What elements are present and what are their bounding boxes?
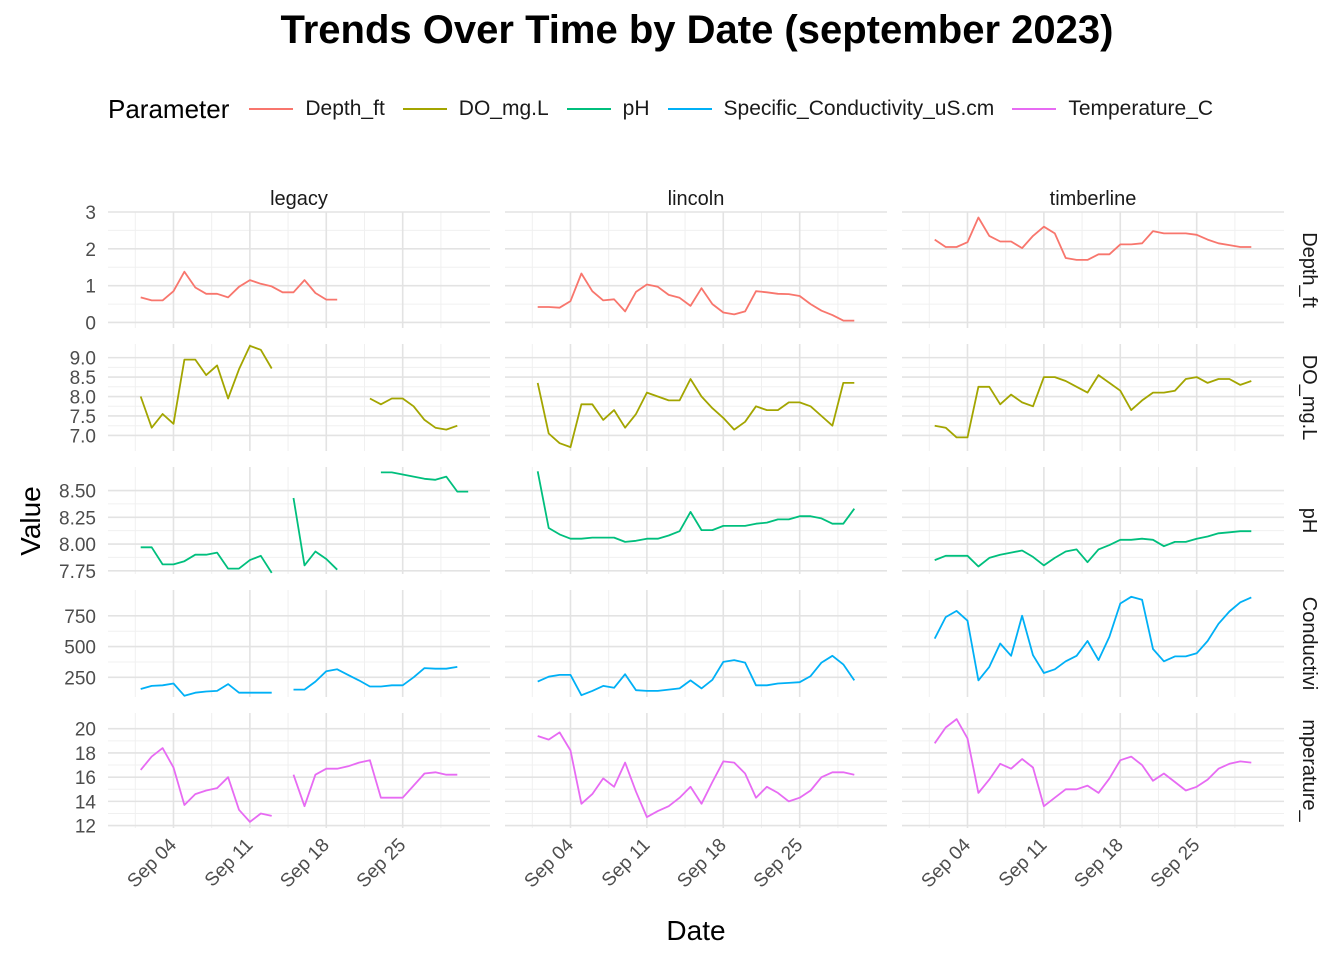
y-tick-label: 14 — [75, 792, 97, 813]
legend: Parameter Depth_ft DO_mg.L pH Specific_Cond… — [108, 92, 1231, 126]
series-line-specific-conductivity-us-cm — [933, 595, 1252, 682]
legend-label: pH — [622, 97, 650, 120]
panel-legacy-temperature-c — [108, 713, 490, 828]
panel-timberline-depth-ft — [902, 211, 1284, 328]
series-line-depth-ft — [140, 270, 338, 302]
panel-lincoln-depth-ft — [505, 211, 887, 328]
series-line-ph — [536, 471, 856, 543]
x-tick-label: Sep 18 — [673, 835, 730, 892]
legend-item-ph: pH — [566, 97, 650, 121]
panel-legacy-specific-conductivity-us-cm — [108, 590, 490, 697]
facet-column-label: legacy — [270, 188, 328, 210]
series-line-do-mg-l — [139, 345, 458, 431]
legend-item-depth-ft: Depth_ft — [249, 97, 385, 121]
series-line-specific-conductivity-us-cm — [140, 666, 458, 697]
series-line-temperature-c — [537, 731, 855, 818]
y-tick-label: 8.5 — [70, 368, 96, 389]
series-line-temperature-c — [140, 747, 458, 823]
panel-lincoln-temperature-c — [505, 713, 887, 828]
series-line-ph — [934, 530, 1252, 568]
x-tick-label: Sep 18 — [1070, 835, 1127, 892]
facet-row-label: Conductivi — [1298, 597, 1320, 690]
legend-swatch — [667, 108, 712, 110]
series-line-specific-conductivity-us-cm — [537, 654, 856, 697]
series-line-ph — [140, 471, 469, 574]
y-tick-label: 250 — [64, 668, 96, 689]
facet-column-label: timberline — [1050, 188, 1137, 210]
x-tick-label: Sep 25 — [750, 835, 807, 892]
y-tick-label: 20 — [75, 720, 96, 741]
y-tick-label: 18 — [75, 744, 96, 765]
y-tick-label: 16 — [75, 768, 96, 789]
y-tick-label: 8.25 — [59, 508, 96, 529]
panel-lincoln-ph — [505, 467, 887, 574]
legend-label: DO_mg.L — [458, 97, 549, 120]
panel-timberline-ph — [902, 467, 1284, 574]
y-axis-title: Value — [15, 486, 46, 556]
legend-swatch — [249, 108, 294, 110]
y-tick-label: 8.50 — [59, 482, 96, 503]
x-tick-label: Sep 11 — [995, 835, 1051, 891]
panel-lincoln-specific-conductivity-us-cm — [505, 590, 887, 697]
series-line-do-mg-l — [536, 378, 855, 448]
y-tick-label: 8.0 — [70, 388, 96, 409]
legend-swatch — [402, 108, 447, 110]
legend-item-do-mg-l: DO_mg.L — [402, 97, 549, 121]
y-tick-label: 7.75 — [59, 562, 96, 583]
panel-lincoln-do-mg-l — [505, 344, 887, 451]
panel-legacy-do-mg-l — [108, 344, 490, 451]
x-tick-label: Sep 04 — [521, 834, 579, 892]
y-tick-label: 12 — [75, 817, 96, 838]
legend-item-temperature-c: Temperature_C — [1012, 97, 1213, 121]
x-tick-label: Sep 18 — [276, 835, 333, 892]
legend-swatch — [1012, 108, 1057, 110]
legend-swatch — [566, 108, 611, 110]
series-line-depth-ft — [537, 272, 855, 322]
legend-label: Specific_Conductivity_uS.cm — [723, 97, 995, 120]
y-tick-label: 9.0 — [70, 349, 96, 370]
y-tick-label: 0 — [85, 313, 96, 334]
x-tick-label: Sep 25 — [353, 835, 410, 892]
panel-timberline-do-mg-l — [902, 344, 1284, 451]
panel-timberline-specific-conductivity-us-cm — [902, 590, 1284, 697]
legend-label: Temperature_C — [1068, 97, 1214, 120]
legend-label: Depth_ft — [305, 97, 385, 120]
y-tick-label: 2 — [85, 240, 96, 261]
y-tick-label: 1 — [85, 277, 96, 298]
x-tick-label: Sep 11 — [598, 835, 654, 891]
facet-column-label: lincoln — [668, 188, 725, 210]
legend-item-specific-conductivity-us-cm: Specific_Conductivity_uS.cm — [667, 97, 995, 121]
panel-legacy-ph — [108, 467, 490, 574]
x-tick-label: Sep 04 — [124, 834, 182, 892]
series-line-temperature-c — [933, 718, 1252, 808]
x-tick-label: Sep 25 — [1147, 835, 1204, 892]
facet-row-label: DO_mg.L — [1298, 355, 1320, 441]
series-line-depth-ft — [934, 216, 1252, 261]
facet-row-label: pH — [1298, 508, 1320, 534]
x-tick-label: Sep 04 — [918, 834, 976, 892]
legend-title: Parameter — [108, 93, 230, 124]
panel-legacy-depth-ft — [108, 211, 490, 328]
chart-title: Trends Over Time by Date (september 2023… — [280, 8, 1114, 52]
y-tick-label: 7.5 — [70, 407, 96, 428]
y-tick-label: 500 — [64, 638, 96, 659]
panel-timberline-temperature-c — [902, 713, 1284, 828]
facet-row-label: mperature_ — [1298, 719, 1320, 822]
facet-row-label: Depth_ft — [1298, 232, 1320, 308]
series-line-do-mg-l — [934, 374, 1252, 439]
y-tick-label: 3 — [85, 203, 96, 224]
y-tick-label: 750 — [64, 607, 96, 628]
x-tick-label: Sep 11 — [201, 835, 257, 891]
x-axis-title: Date — [666, 915, 725, 946]
y-tick-label: 8.00 — [59, 535, 96, 556]
y-tick-label: 7.0 — [70, 426, 96, 447]
